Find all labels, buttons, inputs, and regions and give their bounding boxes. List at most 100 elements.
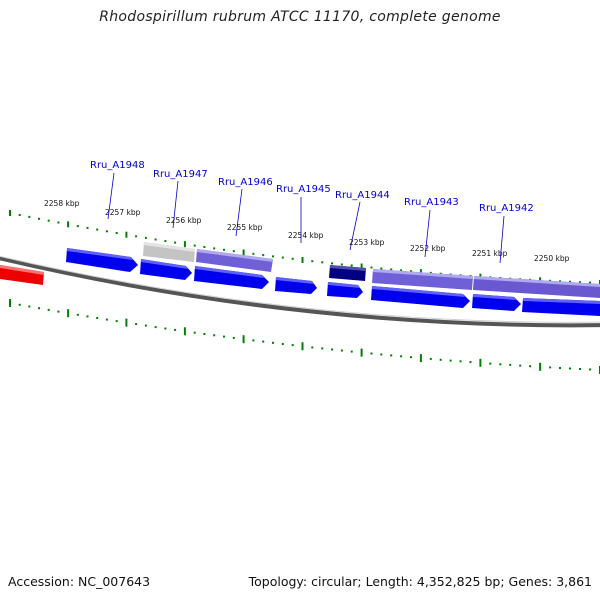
scale-tick (390, 268, 393, 271)
gene-rru-a1948-arrow[interactable] (66, 248, 138, 272)
scale-tick (519, 364, 522, 367)
gene-rru-a1942-block[interactable] (473, 276, 600, 298)
scale-tick (439, 358, 442, 361)
scale-tick (86, 315, 89, 318)
scale-tick (174, 328, 177, 331)
scale-tick (18, 303, 21, 306)
scale-tick (232, 250, 235, 253)
scale-tick (96, 228, 99, 231)
scale-tick (499, 363, 502, 366)
kbp-label: 2251 kbp (472, 249, 508, 258)
scale-tick (144, 324, 147, 327)
gene-rru-a1947-arrow[interactable] (140, 259, 192, 280)
gene-rru-a1947-block[interactable] (143, 242, 195, 262)
scale-tick (262, 254, 265, 257)
scale-tick (18, 214, 21, 216)
scale-tick (410, 356, 412, 359)
scale-tick (232, 336, 235, 339)
gene-label-rru-a1947[interactable]: Rru_A1947 (153, 169, 208, 180)
gene-label-rru-a1943[interactable]: Rru_A1943 (404, 197, 459, 208)
gene-rru-a1946-arrow[interactable] (194, 266, 269, 289)
kbp-label: 2257 kbp (105, 208, 141, 217)
scale-tick (331, 348, 333, 351)
scale-tick (360, 263, 363, 270)
scale-tick (380, 267, 383, 270)
scale-tick (301, 342, 304, 351)
scale-tick (86, 226, 89, 229)
scale-tick (449, 359, 452, 362)
gene-rru-a1944-arrow[interactable] (327, 282, 363, 298)
backbone (0, 255, 600, 328)
kbp-label: 2250 kbp (534, 254, 570, 263)
scale-tick (321, 261, 324, 264)
feature-red[interactable] (0, 265, 44, 285)
scale-tick (174, 241, 177, 244)
scale-tick (400, 269, 403, 272)
scale-tick (370, 352, 373, 355)
scale-tick (509, 363, 512, 366)
scale-tick (252, 252, 255, 255)
gene-rru-a1943-block[interactable] (372, 269, 473, 290)
scale-tick (429, 271, 432, 274)
scale-tick (203, 333, 206, 335)
scale-tick (183, 241, 186, 248)
scale-tick (549, 366, 552, 369)
scale-tick (223, 335, 225, 338)
scale-tick (559, 280, 561, 283)
gene-label-rru-a1944[interactable]: Rru_A1944 (335, 190, 390, 201)
scale-tick (135, 235, 138, 238)
kbp-label: 2258 kbp (44, 199, 80, 208)
scale-tick (144, 236, 147, 239)
scale-tick (125, 231, 128, 238)
scale-tick (589, 368, 591, 371)
scale-tick (281, 343, 284, 345)
gene-rru-a1942-arrow[interactable] (472, 294, 600, 316)
scale-tick (105, 230, 108, 233)
accession-text: Accession: NC_007643 (8, 574, 151, 589)
scale-tick (47, 219, 50, 222)
outer-scale-ring (9, 210, 600, 286)
scale-tick (38, 307, 40, 310)
scale-tick (429, 357, 432, 360)
scale-tick (57, 221, 60, 224)
scale-tick (135, 323, 138, 326)
scale-tick (164, 327, 167, 330)
gene-label-rru-a1942[interactable]: Rru_A1942 (479, 203, 534, 214)
scale-tick (281, 256, 284, 259)
scale-tick (569, 280, 571, 283)
scale-tick (67, 309, 70, 318)
gene-label-rru-a1948[interactable]: Rru_A1948 (90, 160, 145, 171)
scale-tick (340, 349, 343, 352)
scale-tick (154, 238, 157, 241)
scale-tick (589, 281, 591, 284)
scale-tick (549, 279, 552, 282)
scale-tick (76, 225, 79, 228)
gene-rru-a1944-block[interactable] (329, 265, 366, 281)
scale-tick (400, 355, 403, 358)
gene-label-rru-a1946[interactable]: Rru_A1946 (218, 177, 273, 188)
scale-tick (28, 305, 31, 308)
scale-tick (301, 257, 304, 263)
scale-tick (291, 257, 294, 260)
scale-tick (38, 217, 40, 220)
gene-labels: Rru_A1948 Rru_A1947 Rru_A1946 Rru_A1945 … (90, 160, 534, 214)
gene-rru-a1946-block[interactable] (196, 249, 273, 272)
gene-label-rru-a1945[interactable]: Rru_A1945 (276, 184, 331, 195)
scale-tick (9, 210, 11, 216)
scale-tick (529, 365, 532, 368)
gene-rru-a1943-arrow[interactable] (371, 286, 470, 308)
scale-tick (67, 221, 70, 228)
scale-tick (479, 358, 482, 367)
scale-tick (360, 348, 363, 357)
scale-tick (489, 362, 492, 365)
gene-rru-a1945-arrow[interactable] (275, 277, 317, 294)
scale-tick (47, 308, 50, 311)
scale-tick (223, 248, 225, 251)
scale-tick (115, 320, 118, 323)
scale-tick (311, 346, 314, 349)
scale-tick (380, 353, 383, 356)
scale-tick (115, 232, 118, 234)
kbp-label: 2255 kbp (227, 223, 263, 232)
scale-tick (105, 318, 108, 321)
